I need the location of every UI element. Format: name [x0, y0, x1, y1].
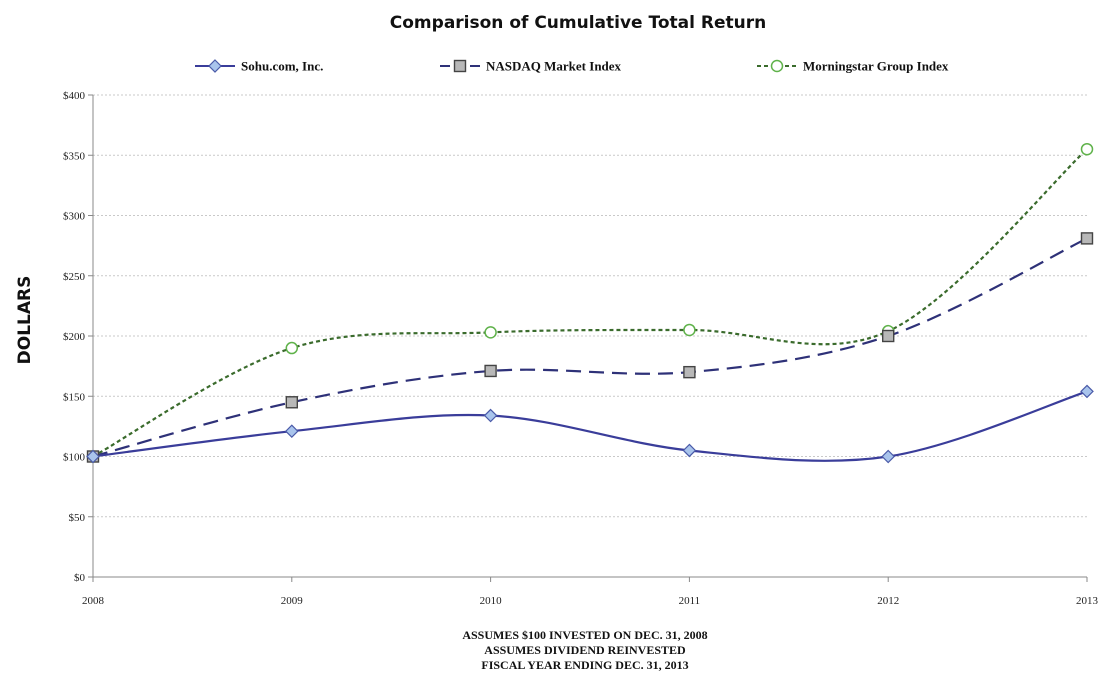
data-point-series-3	[683, 323, 696, 337]
data-point-series-3	[484, 326, 497, 339]
y-tick-label: $300	[63, 211, 86, 223]
y-tick-label: $200	[63, 331, 86, 343]
y-tick-label: $250	[63, 271, 86, 283]
footnote-3: FISCAL YEAR ENDING DEC. 31, 2013	[481, 658, 688, 672]
data-point-series-3	[285, 341, 299, 355]
footnote-1: ASSUMES $100 INVESTED ON DEC. 31, 2008	[462, 628, 707, 642]
legend-marker-1	[208, 59, 222, 73]
data-point-series-1	[1080, 384, 1094, 399]
legend: Sohu.com, Inc. NASDAQ Market Index Morning…	[195, 59, 949, 74]
data-point-series-2	[1080, 232, 1094, 245]
y-tick-label: $150	[63, 391, 86, 403]
data-point-series-3	[1080, 142, 1094, 156]
legend-label-1: Sohu.com, Inc.	[241, 59, 323, 74]
y-tick-label: $0	[74, 572, 86, 584]
y-tick-label: $100	[63, 452, 86, 464]
gridlines	[88, 94, 1087, 578]
legend-label-3: Morningstar Group Index	[803, 59, 949, 74]
series-lines	[92, 148, 1088, 462]
y-tick-label: $400	[63, 90, 86, 102]
data-point-series-2	[882, 329, 895, 343]
x-tick-label: 2010	[480, 595, 503, 607]
axes	[92, 95, 1087, 578]
legend-marker-2	[453, 59, 467, 73]
data-point-series-2	[683, 365, 696, 379]
series-markers	[86, 142, 1094, 464]
x-tick-label: 2012	[877, 595, 899, 607]
data-point-series-1	[284, 424, 299, 439]
y-axis-label: DOLLARS	[15, 276, 35, 365]
data-point-series-1	[86, 449, 100, 464]
x-tick-label: 2011	[679, 595, 701, 607]
chart-title: Comparison of Cumulative Total Return	[390, 13, 766, 33]
y-tick-label: $350	[63, 150, 86, 162]
data-point-series-1	[682, 443, 697, 458]
series-line-3	[92, 148, 1088, 458]
series-line-2	[92, 237, 1088, 458]
y-tick-label: $50	[69, 512, 86, 524]
x-tick-label: 2009	[281, 595, 304, 607]
footnote-2: ASSUMES DIVIDEND REINVESTED	[484, 643, 686, 657]
series-line-1	[92, 390, 1088, 462]
x-tick-label: 2008	[82, 595, 105, 607]
y-tick-labels: $0 $50 $100 $150 $200 $250 $300 $350 $400	[63, 90, 86, 584]
x-tick-label: 2013	[1076, 595, 1099, 607]
data-point-series-1	[881, 449, 896, 464]
data-point-series-2	[484, 364, 497, 378]
data-point-series-2	[285, 396, 298, 409]
x-tick-labels: 2008 2009 2010 2011 2012 2013	[82, 577, 1099, 607]
legend-marker-3	[770, 59, 784, 73]
data-point-series-1	[483, 408, 498, 423]
legend-label-2: NASDAQ Market Index	[486, 59, 622, 74]
